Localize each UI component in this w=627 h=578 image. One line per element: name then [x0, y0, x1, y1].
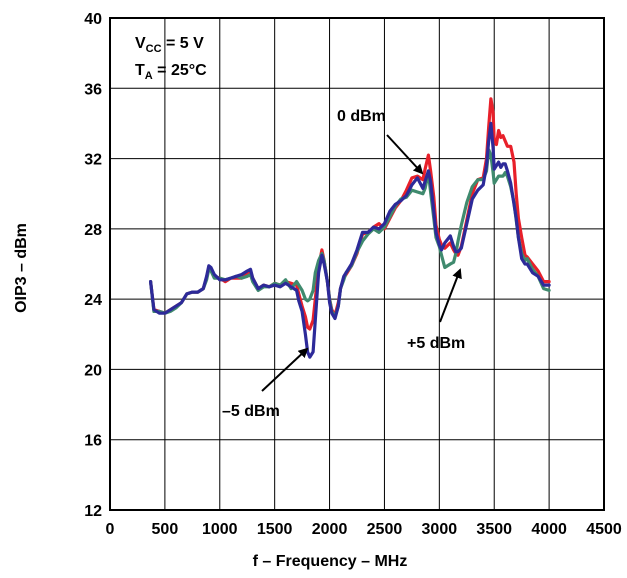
- ta-condition: TA = 25°C: [135, 62, 207, 82]
- y-tick-labels: 12 16 20 24 28 32 36 40: [84, 11, 102, 520]
- annotation-0dbm: 0 dBm: [337, 108, 424, 175]
- series-line-5dbm: [149, 121, 551, 359]
- annotation-plus5dbm: +5 dBm: [407, 268, 465, 352]
- y-tick-label: 32: [84, 152, 102, 169]
- annotation-0dbm-label: 0 dBm: [337, 108, 386, 125]
- x-tick-label: 1000: [202, 521, 238, 538]
- series-layer: [149, 97, 551, 359]
- x-tick-label: 3000: [422, 521, 458, 538]
- annotation-minus5dbm-label: –5 dBm: [222, 403, 280, 420]
- annotation-minus5dbm-arrow: [261, 347, 309, 392]
- y-tick-label: 16: [84, 433, 102, 450]
- x-tick-label: 2500: [367, 521, 403, 538]
- y-tick-label: 20: [84, 362, 102, 379]
- annotation-plus5dbm-label: +5 dBm: [407, 335, 465, 352]
- annotation-plus5dbm-arrow: [439, 268, 462, 323]
- y-axis-label: OIP3 – dBm: [13, 223, 30, 313]
- plot-frame: [109, 17, 605, 511]
- x-tick-label: 1500: [257, 521, 293, 538]
- x-tick-label: 500: [152, 521, 179, 538]
- x-tick-label: 4000: [531, 521, 567, 538]
- series-line-5dbm: [149, 148, 551, 319]
- x-tick-label: 3500: [476, 521, 512, 538]
- y-tick-label: 36: [84, 81, 102, 98]
- x-axis-label: f – Frequency – MHz: [253, 553, 408, 570]
- x-tick-label: 4500: [586, 521, 622, 538]
- x-tick-label: 2000: [312, 521, 348, 538]
- x-tick-labels: 0 500 1000 1500 2000 2500 3000 3500 4000 4500: [106, 521, 622, 538]
- y-tick-label: 24: [84, 292, 102, 309]
- x-tick-label: 0: [106, 521, 115, 538]
- y-tick-label: 12: [84, 503, 102, 520]
- y-tick-label: 28: [84, 222, 102, 239]
- conditions-box: VCC = 5 V TA = 25°C: [135, 35, 207, 82]
- y-tick-label: 40: [84, 11, 102, 28]
- annotation-0dbm-arrow: [386, 134, 424, 175]
- annotation-minus5dbm: –5 dBm: [222, 347, 309, 420]
- vcc-condition: VCC = 5 V: [135, 35, 204, 55]
